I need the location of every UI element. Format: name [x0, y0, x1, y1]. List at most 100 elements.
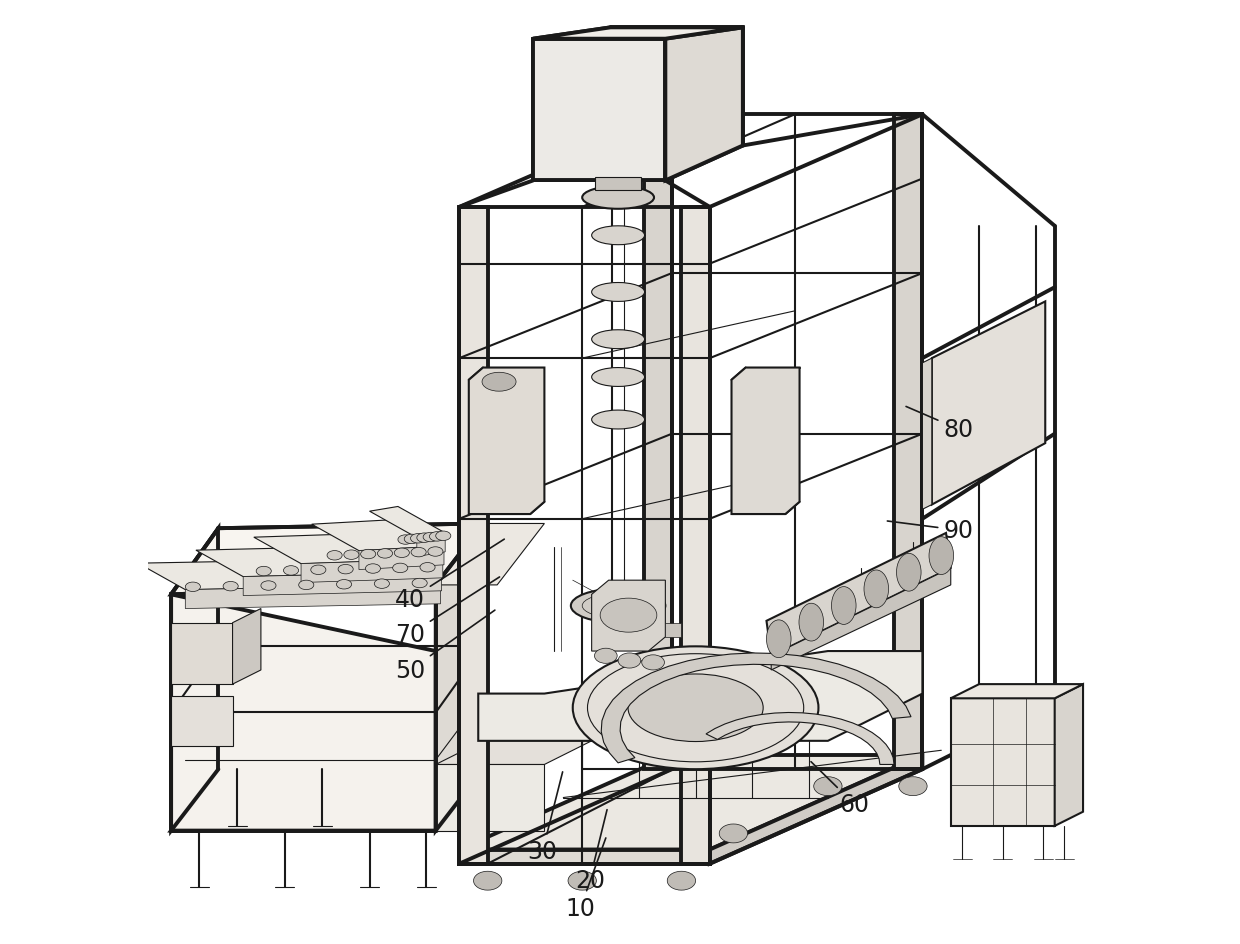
Text: 70: 70 [396, 578, 500, 647]
Polygon shape [666, 28, 743, 181]
Ellipse shape [336, 580, 352, 589]
Polygon shape [951, 684, 1083, 699]
Ellipse shape [435, 531, 451, 541]
Ellipse shape [568, 871, 596, 890]
Polygon shape [171, 623, 233, 684]
Ellipse shape [719, 824, 748, 843]
Ellipse shape [570, 589, 666, 623]
Ellipse shape [361, 549, 376, 559]
Polygon shape [435, 765, 544, 831]
Polygon shape [185, 585, 440, 609]
Ellipse shape [284, 566, 299, 576]
Polygon shape [370, 507, 445, 538]
Ellipse shape [832, 587, 856, 625]
Ellipse shape [428, 548, 443, 557]
Polygon shape [459, 755, 923, 850]
Polygon shape [435, 741, 591, 765]
Polygon shape [243, 572, 441, 596]
Polygon shape [459, 208, 487, 864]
Ellipse shape [799, 603, 823, 641]
Polygon shape [138, 559, 440, 590]
Polygon shape [601, 653, 911, 763]
Ellipse shape [591, 330, 645, 349]
Polygon shape [417, 533, 445, 557]
Text: 10: 10 [565, 838, 606, 920]
Ellipse shape [260, 582, 277, 591]
Polygon shape [1055, 684, 1083, 826]
Ellipse shape [417, 533, 432, 543]
Ellipse shape [410, 534, 425, 544]
Polygon shape [766, 533, 951, 656]
Ellipse shape [223, 582, 238, 591]
Ellipse shape [766, 620, 791, 658]
Polygon shape [931, 302, 1045, 505]
Polygon shape [171, 769, 482, 831]
Text: 40: 40 [396, 540, 505, 612]
Ellipse shape [377, 549, 393, 559]
Text: 20: 20 [575, 810, 608, 892]
Ellipse shape [257, 566, 272, 576]
Ellipse shape [591, 411, 645, 430]
Polygon shape [311, 520, 444, 551]
Ellipse shape [311, 565, 326, 575]
Ellipse shape [423, 532, 438, 542]
Ellipse shape [813, 777, 842, 796]
Ellipse shape [327, 551, 342, 561]
Polygon shape [595, 177, 641, 191]
Ellipse shape [299, 581, 314, 590]
Polygon shape [469, 368, 544, 514]
Ellipse shape [429, 532, 445, 542]
Ellipse shape [627, 674, 763, 742]
Ellipse shape [667, 871, 696, 890]
Ellipse shape [864, 570, 889, 608]
Polygon shape [358, 547, 444, 570]
Ellipse shape [573, 647, 818, 769]
Text: 60: 60 [811, 762, 869, 817]
Polygon shape [644, 115, 672, 769]
Ellipse shape [583, 187, 653, 210]
Ellipse shape [394, 548, 409, 558]
Ellipse shape [339, 565, 353, 574]
Ellipse shape [897, 554, 921, 592]
Ellipse shape [591, 368, 645, 387]
Polygon shape [709, 755, 923, 864]
Text: 80: 80 [906, 407, 973, 442]
Ellipse shape [343, 550, 358, 560]
Ellipse shape [600, 598, 657, 632]
Polygon shape [533, 40, 666, 181]
Ellipse shape [420, 563, 435, 572]
Ellipse shape [404, 534, 419, 544]
Ellipse shape [642, 655, 665, 670]
Polygon shape [666, 623, 682, 637]
Polygon shape [233, 609, 260, 684]
Ellipse shape [591, 227, 645, 245]
Text: 50: 50 [396, 611, 495, 683]
Ellipse shape [618, 653, 641, 668]
Ellipse shape [393, 564, 408, 573]
Ellipse shape [398, 535, 413, 545]
Ellipse shape [410, 548, 427, 557]
Polygon shape [682, 208, 709, 864]
Polygon shape [771, 568, 951, 670]
Polygon shape [171, 524, 482, 595]
Ellipse shape [929, 537, 954, 575]
Polygon shape [301, 559, 443, 582]
Ellipse shape [412, 579, 428, 588]
Polygon shape [591, 581, 666, 651]
Ellipse shape [366, 565, 381, 574]
Ellipse shape [594, 649, 618, 664]
Text: 90: 90 [888, 518, 973, 543]
Polygon shape [196, 546, 441, 577]
Ellipse shape [474, 871, 502, 890]
Ellipse shape [482, 373, 516, 392]
Polygon shape [435, 524, 482, 831]
Polygon shape [732, 368, 800, 514]
Ellipse shape [185, 582, 201, 592]
Ellipse shape [374, 580, 389, 589]
Polygon shape [254, 532, 443, 565]
Polygon shape [894, 115, 923, 769]
Ellipse shape [899, 777, 928, 796]
Text: 30: 30 [527, 772, 563, 864]
Polygon shape [706, 713, 894, 765]
Polygon shape [171, 697, 233, 746]
